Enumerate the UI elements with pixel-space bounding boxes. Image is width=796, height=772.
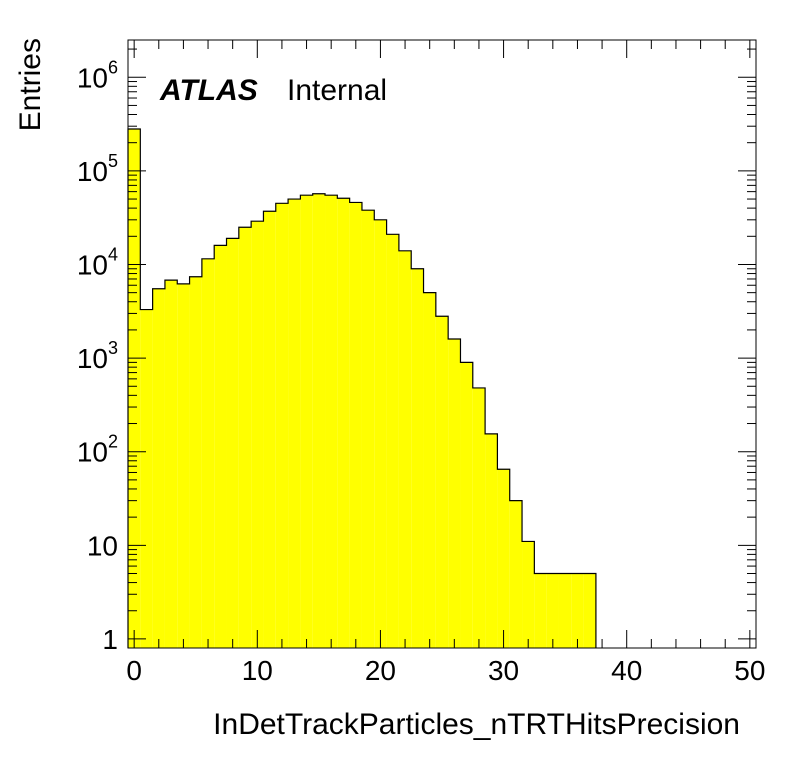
histogram-bin: [361, 210, 375, 649]
plot-frame: [127, 39, 757, 649]
histogram-bin: [485, 433, 498, 648]
x-tick-labels: 0 10 20 30 40 50: [126, 655, 765, 686]
histogram-bin: [522, 541, 535, 648]
y-tick-label: 106: [77, 57, 118, 93]
y-tick-label: 10: [87, 530, 118, 561]
histogram-bin: [472, 387, 486, 648]
histogram-bin: [300, 195, 313, 649]
y-axis-ticks: [128, 48, 756, 640]
histogram-bin: [509, 500, 523, 648]
histogram-bin: [140, 309, 153, 648]
histogram-bin: [312, 193, 326, 649]
histogram-bin: [435, 316, 449, 648]
y-tick-label: 1: [102, 624, 118, 655]
histogram-bin: [546, 573, 559, 648]
histogram-bin: [534, 573, 547, 648]
histogram-bin: [128, 129, 141, 649]
y-tick-labels: 1 10 102 103 104 105 106: [77, 57, 118, 655]
atlas-label: ATLAS: [159, 74, 258, 107]
histogram-bin: [238, 227, 252, 648]
y-tick-label: 104: [77, 244, 118, 280]
histogram-bin: [152, 288, 165, 648]
histogram-bin: [251, 221, 264, 649]
x-tick-label: 50: [734, 655, 765, 686]
histogram-bin: [189, 276, 202, 648]
internal-label: Internal: [287, 74, 387, 107]
histogram-bin: [226, 238, 239, 648]
histogram-bars: [127, 128, 597, 649]
histogram-outline: [127, 128, 597, 648]
histogram-bin: [349, 202, 362, 648]
histogram-bin: [201, 258, 215, 648]
y-tick-label: 103: [77, 338, 118, 374]
histogram-bin: [386, 234, 399, 649]
histogram-bin: [177, 283, 190, 648]
histogram-bin: [275, 203, 289, 648]
x-tick-label: 20: [365, 655, 396, 686]
histogram-bin: [423, 292, 436, 648]
y-tick-label: 105: [77, 151, 118, 187]
histogram-bin: [571, 573, 584, 648]
histogram-bin: [263, 211, 276, 648]
histogram-bin: [497, 469, 510, 648]
histogram-bin: [164, 280, 178, 648]
histogram-bin: [325, 195, 338, 649]
x-tick-label: 30: [488, 655, 519, 686]
x-axis-ticks: [133, 40, 751, 648]
histogram-bin: [288, 199, 301, 649]
histogram-bin: [214, 245, 227, 648]
x-tick-label: 0: [126, 655, 142, 686]
histogram-bin: [411, 268, 424, 648]
y-tick-label: 102: [77, 432, 118, 468]
histogram-bin: [558, 573, 572, 648]
histogram-bin: [460, 362, 473, 648]
x-axis-title: InDetTrackParticles_nTRTHitsPrecision: [213, 708, 740, 741]
x-tick-label: 40: [611, 655, 642, 686]
y-axis-title: Entries: [14, 38, 47, 131]
histogram-bin: [583, 573, 596, 648]
histogram-bin: [374, 219, 387, 648]
histogram-bin: [398, 250, 412, 649]
histogram-bin: [337, 198, 350, 648]
histogram-bin: [448, 338, 461, 648]
x-tick-label: 10: [242, 655, 273, 686]
